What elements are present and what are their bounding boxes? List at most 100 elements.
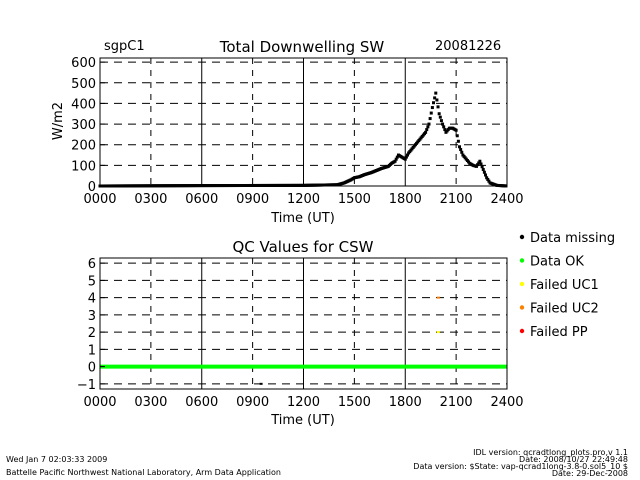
sw-data-point bbox=[456, 139, 460, 143]
sw-data-point bbox=[439, 119, 443, 123]
footer-data-version: Data version: $State: vap-qcrad1long-3.8… bbox=[413, 462, 628, 471]
y-tick-label: 2 bbox=[88, 326, 96, 341]
sw-data-point bbox=[437, 112, 441, 116]
sw-data-point bbox=[428, 117, 432, 121]
footer-timestamp: Wed Jan 7 02:03:33 2009 bbox=[6, 455, 107, 464]
qc-point bbox=[259, 382, 263, 385]
sw-data-point bbox=[486, 177, 490, 181]
sw-data-point bbox=[432, 101, 436, 105]
legend-marker bbox=[519, 281, 525, 287]
legend-marker bbox=[519, 258, 525, 263]
sw-data-point bbox=[441, 122, 445, 126]
sw-data-point bbox=[424, 130, 428, 134]
y-tick-label: 0 bbox=[88, 361, 96, 376]
sw-data-point bbox=[436, 105, 440, 109]
legend-marker bbox=[519, 234, 525, 240]
sw-data-point bbox=[425, 128, 429, 132]
y-tick-label: 4 bbox=[88, 292, 96, 307]
qc-plot-frame bbox=[99, 257, 508, 390]
legend-label: Data OK bbox=[530, 255, 584, 270]
chart-title-sw: Total Downwelling SW bbox=[219, 38, 385, 56]
legend-label: Failed PP bbox=[530, 325, 588, 340]
x-tick-label: 1500 bbox=[338, 395, 371, 410]
sw-data-point bbox=[485, 176, 489, 180]
sw-data-point bbox=[442, 125, 446, 129]
y-tick-label: 500 bbox=[71, 77, 96, 92]
x-tick-label: 2100 bbox=[440, 192, 473, 207]
x-tick-label: 1800 bbox=[389, 192, 422, 207]
qc-plot-panel: 0000 0300 0600 0900 1200 1500 1800 2100 2400 −1 0 1… bbox=[77, 257, 524, 428]
x-tick-label: 2100 bbox=[440, 395, 473, 410]
sw-data-point bbox=[404, 155, 408, 159]
sw-data-point bbox=[482, 170, 486, 174]
x-tick-label: 1800 bbox=[389, 395, 422, 410]
footer-idl-date: Date: 2008/10/27 22:49:48 bbox=[519, 455, 628, 464]
qc-legend: Data missing Data OK Failed UC1 Failed UC2 F… bbox=[519, 231, 615, 340]
site-label: sgpC1 bbox=[104, 39, 145, 54]
sw-data-point bbox=[435, 98, 439, 102]
x-tick-label: 0000 bbox=[83, 395, 116, 410]
sw-data-point bbox=[434, 91, 438, 95]
sw-data-point bbox=[458, 145, 462, 149]
x-tick-label: 1500 bbox=[338, 192, 371, 207]
x-tick-label: 0900 bbox=[236, 395, 269, 410]
x-tick-label: 2400 bbox=[490, 192, 523, 207]
y-tick-label: 300 bbox=[71, 118, 96, 133]
sw-data-point bbox=[460, 150, 464, 154]
legend-label: Failed UC1 bbox=[530, 278, 599, 293]
sw-data-point bbox=[403, 157, 407, 161]
sw-data-point bbox=[478, 159, 482, 163]
sw-data-point bbox=[393, 159, 397, 163]
sw-x-axis-label: Time (UT) bbox=[270, 211, 335, 226]
sw-data-point bbox=[476, 163, 480, 167]
y-tick-label: 5 bbox=[88, 274, 96, 289]
y-tick-label: 200 bbox=[71, 139, 96, 154]
sw-data-point bbox=[430, 106, 434, 110]
legend-marker bbox=[519, 328, 525, 334]
sw-data-point bbox=[438, 115, 442, 119]
footer-idl-version: IDL version: qcradtlong_plots.pro,v 1.1 bbox=[473, 448, 628, 457]
footer-data-date: Date: 29-Dec-2008 bbox=[552, 469, 628, 478]
y-tick-label: 100 bbox=[71, 159, 96, 174]
chart-title-qc: QC Values for CSW bbox=[232, 238, 373, 256]
sw-data-point bbox=[481, 167, 485, 171]
sw-data-point bbox=[454, 128, 458, 132]
sw-data-point bbox=[433, 96, 437, 100]
footer-org: Battelle Pacific Northwest National Labo… bbox=[6, 468, 281, 477]
sw-data-point bbox=[477, 161, 481, 165]
x-tick-label: 0600 bbox=[185, 395, 218, 410]
sw-data-point bbox=[395, 155, 399, 159]
legend-label: Data missing bbox=[530, 231, 615, 246]
sw-data-point bbox=[455, 134, 459, 138]
sw-data-point bbox=[406, 153, 410, 157]
x-tick-label: 1200 bbox=[287, 192, 320, 207]
y-tick-label: 600 bbox=[71, 56, 96, 71]
x-tick-label: 2400 bbox=[490, 395, 523, 410]
date-label: 20081226 bbox=[435, 39, 501, 54]
legend-marker bbox=[519, 305, 525, 310]
y-tick-label: 0 bbox=[88, 180, 96, 195]
sw-data-point bbox=[443, 128, 447, 132]
x-tick-label: 0300 bbox=[134, 395, 167, 410]
y-tick-label: −1 bbox=[77, 378, 96, 393]
sw-plot-frame bbox=[99, 57, 508, 187]
sw-data-point bbox=[429, 111, 433, 115]
sw-data-point bbox=[427, 122, 431, 126]
x-tick-label: 0900 bbox=[236, 192, 269, 207]
sw-data-point bbox=[394, 157, 398, 161]
y-tick-label: 400 bbox=[71, 97, 96, 112]
qc-x-axis-label: Time (UT) bbox=[270, 413, 335, 428]
x-tick-label: 1200 bbox=[287, 395, 320, 410]
sw-data-point bbox=[426, 125, 430, 129]
qc-point bbox=[436, 331, 440, 334]
sw-data-point bbox=[484, 173, 488, 177]
x-tick-label: 0000 bbox=[83, 192, 116, 207]
y-tick-label: 1 bbox=[88, 343, 96, 358]
legend-label: Failed UC2 bbox=[530, 302, 599, 317]
sw-data-point bbox=[479, 162, 483, 166]
sw-plot-panel: 0000 0300 0600 0900 1200 1500 1800 2100 2400 0 100… bbox=[51, 56, 524, 226]
sw-y-axis-label: W/m2 bbox=[51, 102, 66, 140]
y-tick-label: 6 bbox=[88, 257, 96, 272]
y-tick-label: 3 bbox=[88, 309, 96, 324]
